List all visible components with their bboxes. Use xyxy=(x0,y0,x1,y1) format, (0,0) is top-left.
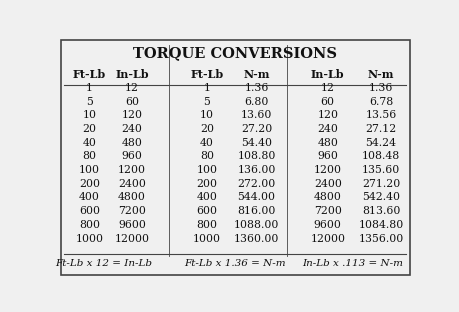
Text: 13.60: 13.60 xyxy=(241,110,272,120)
Text: 1: 1 xyxy=(86,83,93,93)
Text: In-Lb: In-Lb xyxy=(115,69,149,80)
Text: 12000: 12000 xyxy=(310,233,345,244)
Text: 2400: 2400 xyxy=(118,179,146,189)
Text: 120: 120 xyxy=(317,110,338,120)
Text: 108.48: 108.48 xyxy=(362,151,400,161)
Text: 800: 800 xyxy=(196,220,217,230)
Text: 600: 600 xyxy=(79,206,100,216)
Text: In-Lb x .113 = N-m: In-Lb x .113 = N-m xyxy=(302,259,403,268)
Text: 5: 5 xyxy=(86,97,93,107)
Text: 1084.80: 1084.80 xyxy=(358,220,404,230)
Text: 240: 240 xyxy=(317,124,338,134)
Text: 960: 960 xyxy=(317,151,338,161)
Text: 6.78: 6.78 xyxy=(369,97,393,107)
Text: 20: 20 xyxy=(200,124,214,134)
Text: TORQUE CONVERSIONS: TORQUE CONVERSIONS xyxy=(133,46,337,60)
Text: 4800: 4800 xyxy=(118,193,146,202)
Text: 5: 5 xyxy=(203,97,210,107)
Text: 542.40: 542.40 xyxy=(362,193,400,202)
Text: 960: 960 xyxy=(122,151,142,161)
Text: Ft-Lb x 12 = In-Lb: Ft-Lb x 12 = In-Lb xyxy=(55,259,152,268)
Text: 1000: 1000 xyxy=(193,233,221,244)
Text: N-m: N-m xyxy=(243,69,270,80)
Text: 4800: 4800 xyxy=(314,193,341,202)
Text: Ft-Lb: Ft-Lb xyxy=(190,69,224,80)
Text: 27.20: 27.20 xyxy=(241,124,272,134)
Text: 7200: 7200 xyxy=(118,206,146,216)
Text: 20: 20 xyxy=(82,124,96,134)
Text: 1200: 1200 xyxy=(313,165,342,175)
Text: 816.00: 816.00 xyxy=(237,206,276,216)
Text: 9600: 9600 xyxy=(314,220,341,230)
Text: 54.40: 54.40 xyxy=(241,138,272,148)
Text: 80: 80 xyxy=(82,151,96,161)
Text: N-m: N-m xyxy=(368,69,394,80)
Text: 1: 1 xyxy=(203,83,210,93)
Text: 400: 400 xyxy=(79,193,100,202)
Text: 480: 480 xyxy=(122,138,142,148)
Text: 813.60: 813.60 xyxy=(362,206,400,216)
Text: 1.36: 1.36 xyxy=(369,83,393,93)
Text: 200: 200 xyxy=(79,179,100,189)
Text: 1200: 1200 xyxy=(118,165,146,175)
Text: 40: 40 xyxy=(200,138,214,148)
Text: 1356.00: 1356.00 xyxy=(358,233,404,244)
Text: 60: 60 xyxy=(125,97,139,107)
Text: 80: 80 xyxy=(200,151,214,161)
Text: 10: 10 xyxy=(82,110,96,120)
Text: 12000: 12000 xyxy=(115,233,150,244)
Text: 100: 100 xyxy=(196,165,217,175)
Text: 12: 12 xyxy=(321,83,335,93)
Text: Ft-Lb x 1.36 = N-m: Ft-Lb x 1.36 = N-m xyxy=(185,259,286,268)
Text: 6.80: 6.80 xyxy=(244,97,269,107)
Text: 1.36: 1.36 xyxy=(244,83,269,93)
Text: 120: 120 xyxy=(122,110,143,120)
Text: 544.00: 544.00 xyxy=(238,193,275,202)
Text: In-Lb: In-Lb xyxy=(311,69,345,80)
Text: 7200: 7200 xyxy=(314,206,341,216)
Text: 12: 12 xyxy=(125,83,139,93)
Text: 13.56: 13.56 xyxy=(365,110,397,120)
Text: 100: 100 xyxy=(79,165,100,175)
Text: 27.12: 27.12 xyxy=(365,124,397,134)
Text: 400: 400 xyxy=(196,193,217,202)
Text: Ft-Lb: Ft-Lb xyxy=(73,69,106,80)
Text: 108.80: 108.80 xyxy=(237,151,276,161)
Text: 600: 600 xyxy=(196,206,217,216)
Text: 240: 240 xyxy=(122,124,142,134)
Text: 40: 40 xyxy=(83,138,96,148)
Text: 1000: 1000 xyxy=(75,233,103,244)
Text: 271.20: 271.20 xyxy=(362,179,400,189)
Text: 135.60: 135.60 xyxy=(362,165,400,175)
Text: 480: 480 xyxy=(317,138,338,148)
Text: 1360.00: 1360.00 xyxy=(234,233,279,244)
Text: 200: 200 xyxy=(196,179,217,189)
Text: 60: 60 xyxy=(321,97,335,107)
Text: 9600: 9600 xyxy=(118,220,146,230)
Text: 272.00: 272.00 xyxy=(237,179,276,189)
Text: 10: 10 xyxy=(200,110,214,120)
Text: 1088.00: 1088.00 xyxy=(234,220,279,230)
Text: 136.00: 136.00 xyxy=(237,165,276,175)
Text: 54.24: 54.24 xyxy=(365,138,397,148)
Text: 2400: 2400 xyxy=(314,179,341,189)
Text: 800: 800 xyxy=(79,220,100,230)
